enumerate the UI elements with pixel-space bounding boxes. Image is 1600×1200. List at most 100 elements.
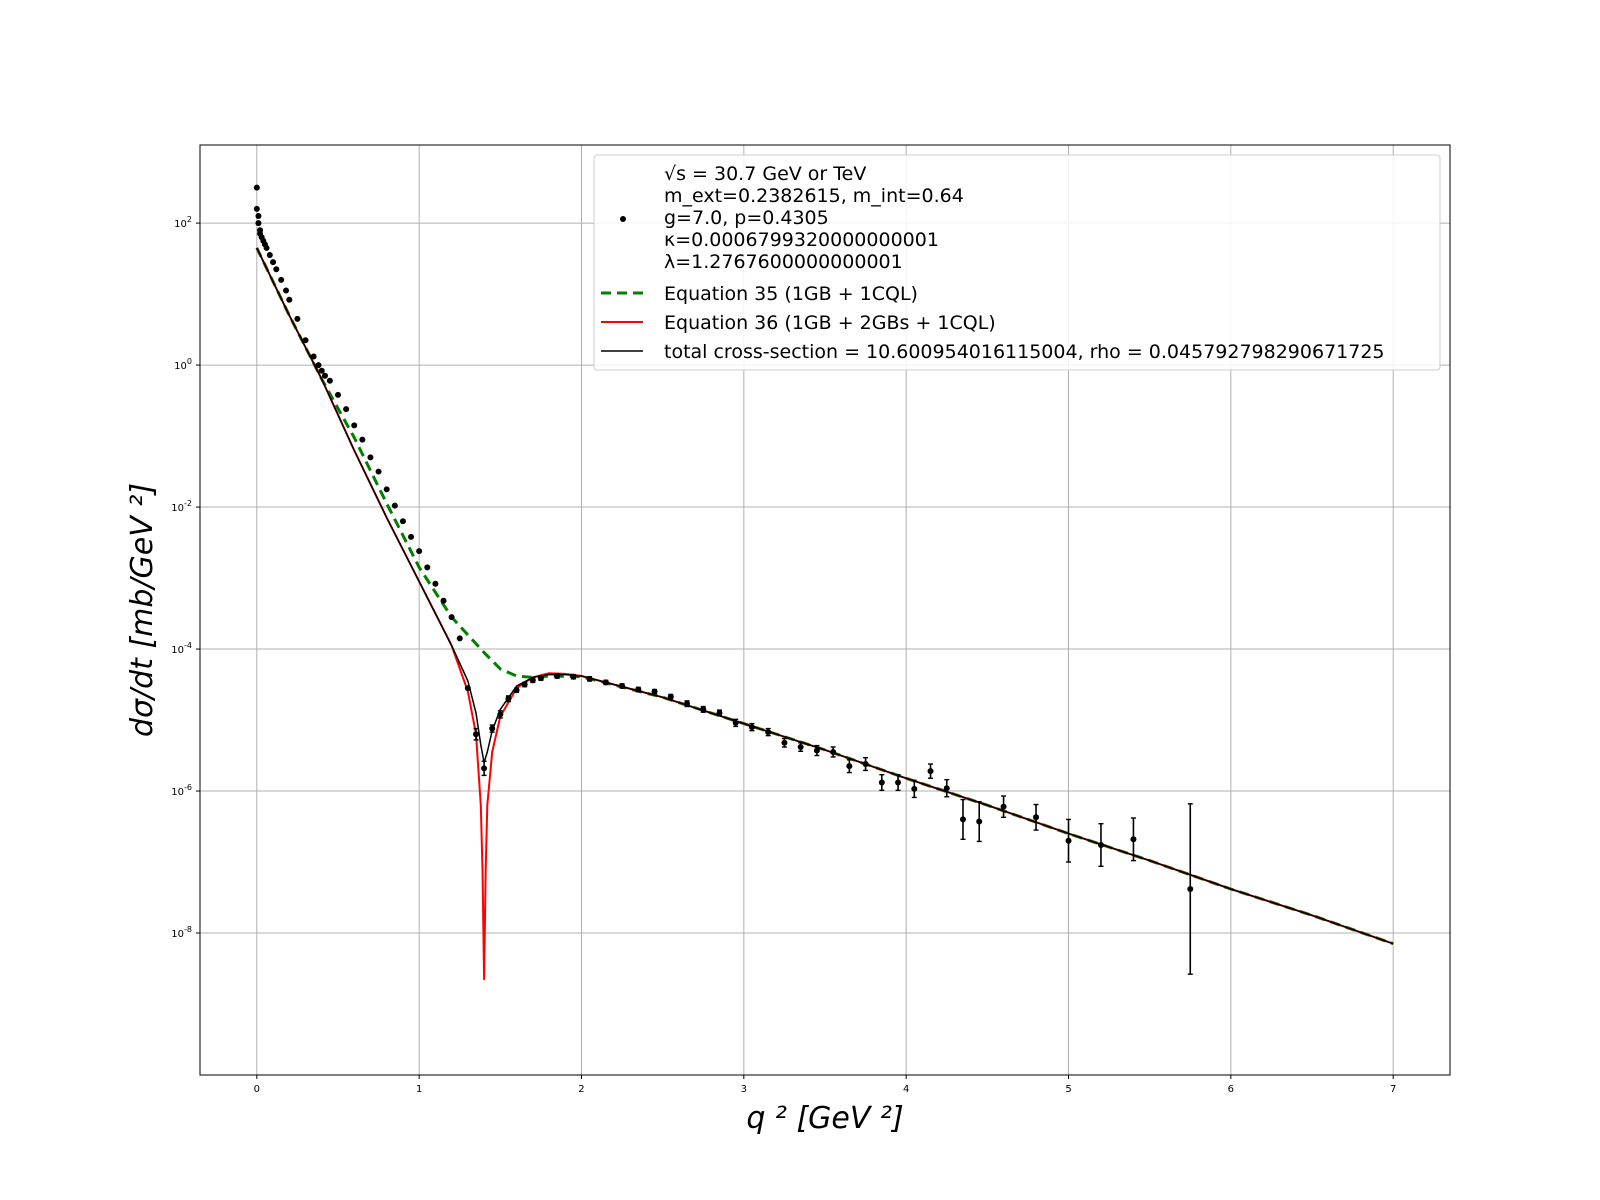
y-tick-label: 10-6	[171, 783, 192, 798]
data-point	[302, 337, 309, 344]
data-point	[472, 731, 479, 738]
legend-data-line: κ=0.0006799320000000001	[664, 229, 939, 251]
data-point	[391, 502, 398, 509]
data-point	[326, 377, 333, 384]
data-point	[927, 768, 934, 775]
data-point	[315, 362, 322, 369]
legend-data-line: g=7.0, p=0.4305	[664, 207, 829, 229]
legend-data-line: m_ext=0.2382615, m_int=0.64	[664, 185, 964, 207]
data-point	[424, 564, 431, 571]
data-point	[489, 725, 496, 732]
data-point	[781, 739, 788, 746]
y-tick-label: 10-2	[171, 499, 192, 514]
data-point	[464, 685, 471, 692]
data-point	[521, 681, 528, 688]
y-tick-label: 102	[174, 215, 192, 230]
data-point	[497, 711, 504, 718]
data-point	[343, 406, 350, 413]
data-point	[481, 765, 488, 772]
data-point	[862, 761, 869, 768]
data-point	[830, 748, 837, 755]
data-point	[263, 244, 270, 251]
data-point	[505, 695, 512, 702]
data-point	[1130, 836, 1137, 843]
data-point	[895, 779, 902, 786]
data-point	[700, 706, 707, 713]
data-point	[570, 673, 577, 680]
data-point	[266, 252, 273, 259]
data-point	[367, 454, 374, 461]
data-point	[748, 724, 755, 731]
data-point	[554, 673, 561, 680]
data-point	[334, 391, 341, 398]
data-points-layer	[253, 184, 1194, 975]
legend-total-label: total cross-section = 10.600954016115004…	[664, 341, 1385, 363]
data-point	[619, 682, 626, 689]
legend-data-label: √s = 30.7 GeV or TeV m_ext=0.2382615, m_i…	[664, 163, 964, 273]
data-point	[513, 687, 520, 694]
data-point	[813, 747, 820, 754]
y-tick-label: 10-8	[171, 925, 192, 940]
y-tick-label: 100	[174, 357, 192, 372]
data-point	[635, 686, 642, 693]
legend-eq36-label: Equation 36 (1GB + 2GBs + 1CQL)	[664, 312, 996, 334]
data-point	[399, 518, 406, 525]
x-tick-label: 3	[741, 1084, 747, 1095]
data-point	[878, 779, 885, 786]
data-point	[651, 688, 658, 695]
data-point	[253, 205, 260, 212]
data-point	[846, 763, 853, 770]
data-point	[440, 597, 447, 604]
legend-data-line: √s = 30.7 GeV or TeV	[664, 163, 866, 185]
data-point	[943, 785, 950, 792]
data-point	[383, 486, 390, 493]
data-point	[255, 220, 262, 227]
legend: √s = 30.7 GeV or TeV m_ext=0.2382615, m_i…	[593, 154, 1441, 371]
x-tick-label: 1	[416, 1084, 422, 1095]
data-point	[716, 709, 723, 716]
data-point	[911, 785, 918, 792]
x-axis-label: q ² [GeV ²]	[746, 1101, 903, 1136]
data-point	[448, 614, 455, 621]
data-point	[1033, 814, 1040, 821]
y-axis-label: dσ/dt [mb/GeV ²]	[125, 483, 160, 737]
x-tick-label: 0	[254, 1084, 260, 1095]
legend-box	[593, 154, 1441, 371]
axis-ticks: 0 1 2 3 4 5 6 7 102 100 10-2 10-4 10-6 10-8	[171, 215, 1396, 1095]
legend-data-marker	[620, 216, 626, 222]
data-point	[959, 816, 966, 823]
x-tick-label: 7	[1390, 1084, 1396, 1095]
data-point	[359, 436, 366, 443]
data-point	[1000, 803, 1007, 810]
data-point	[253, 184, 260, 191]
data-point	[375, 468, 382, 475]
y-tick-label: 10-4	[171, 641, 192, 656]
data-point	[322, 372, 328, 379]
data-point	[537, 675, 544, 682]
data-point	[286, 296, 293, 303]
data-point	[586, 675, 593, 682]
x-tick-label: 6	[1228, 1084, 1234, 1095]
x-tick-label: 4	[903, 1084, 909, 1095]
data-point	[667, 693, 674, 700]
data-point	[684, 700, 691, 707]
data-point	[732, 719, 739, 726]
data-point	[310, 353, 317, 360]
x-tick-label: 5	[1065, 1084, 1071, 1095]
data-point	[1097, 841, 1104, 848]
data-point	[408, 533, 415, 540]
legend-data-line: λ=1.2767600000000001	[664, 251, 903, 273]
data-point	[432, 580, 439, 587]
data-point	[765, 729, 772, 736]
data-point	[255, 212, 262, 219]
data-point	[294, 315, 301, 322]
data-point	[529, 677, 536, 684]
data-point	[976, 818, 983, 825]
data-point	[602, 679, 609, 686]
data-point	[273, 266, 280, 273]
legend-eq35-label: Equation 35 (1GB + 1CQL)	[664, 283, 918, 305]
data-point	[318, 367, 325, 374]
data-point	[416, 548, 423, 555]
data-point	[278, 276, 285, 283]
